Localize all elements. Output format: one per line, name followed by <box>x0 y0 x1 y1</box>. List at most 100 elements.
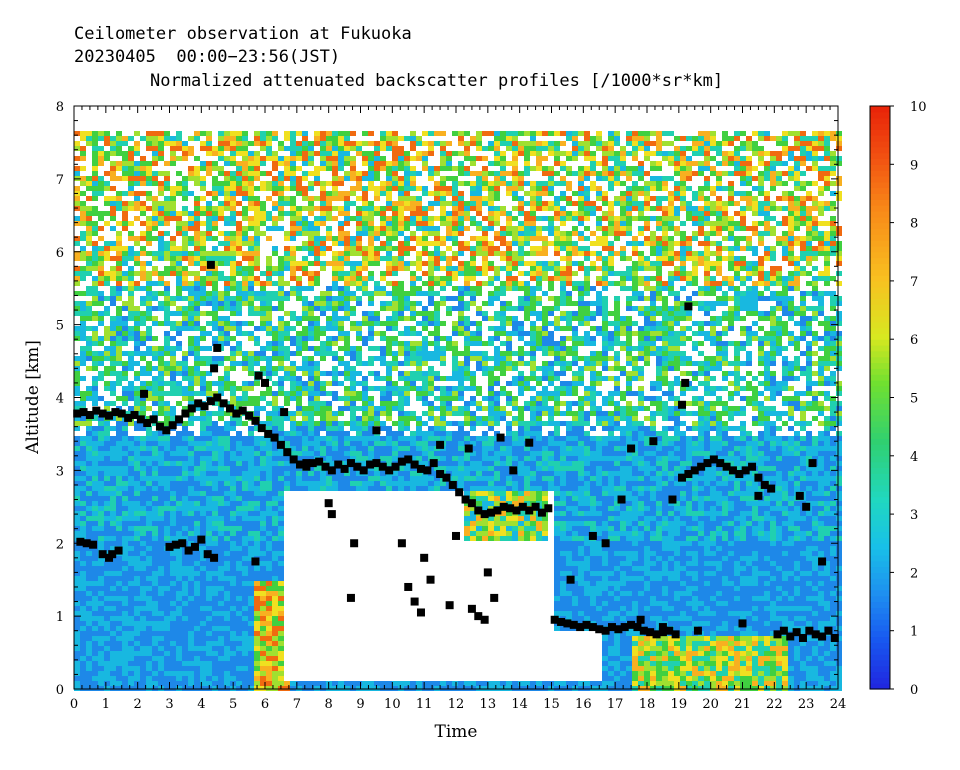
cloud-base-point <box>811 630 820 639</box>
cloud-base-point <box>327 466 336 475</box>
cloud-base-point <box>483 568 492 577</box>
cloud-base-point <box>808 459 817 468</box>
cloud-base-point <box>261 378 269 387</box>
cloud-base-point <box>773 630 782 639</box>
cloud-base-point <box>346 459 355 468</box>
colorbar-tick-label: 8 <box>910 217 918 232</box>
cloud-base-point <box>646 628 655 637</box>
cloud-base-point <box>509 466 518 475</box>
cloud-base-point <box>423 466 432 475</box>
cloud-base-point <box>818 632 827 641</box>
cloud-base-point <box>190 542 199 551</box>
y-tick-label: 4 <box>56 392 64 407</box>
chart-title-line-1: Ceilometer observation at Fukuoka <box>74 24 412 44</box>
cloud-base-point <box>416 464 425 473</box>
cloud-base-point <box>525 438 534 447</box>
cloud-base-point <box>818 557 827 566</box>
cloud-base-point <box>452 531 460 540</box>
x-tick-label: 14 <box>511 697 528 712</box>
cloud-base-point <box>165 542 174 551</box>
cloud-base-point <box>171 540 180 549</box>
cloud-base-point <box>197 535 206 544</box>
cloud-base-point <box>140 389 149 398</box>
cloud-base-point <box>525 506 534 515</box>
cloud-base-point <box>754 473 763 482</box>
cloud-base-point <box>474 506 483 515</box>
cloud-base-point <box>124 413 133 422</box>
cloud-base-point <box>792 628 801 637</box>
cloud-base-point <box>531 502 540 511</box>
colorbar-tick-label: 10 <box>910 100 927 115</box>
cloud-base-point <box>678 400 687 409</box>
cloud-base-point <box>245 411 254 420</box>
cloud-base-point <box>582 620 591 629</box>
cloud-base-point <box>588 623 597 632</box>
cloud-base-point <box>802 502 811 511</box>
x-tick-label: 9 <box>356 697 364 712</box>
cloud-base-point <box>690 466 699 475</box>
cloud-base-point <box>557 617 566 626</box>
cloud-base-point <box>420 553 429 562</box>
chart-title-line-2: 20230405 00:00−23:56(JST) <box>74 47 341 67</box>
cloud-base-point <box>213 343 222 352</box>
cloud-base-point <box>445 601 454 610</box>
x-tick-label: 20 <box>702 697 719 712</box>
colorbar-tick-label: 9 <box>910 158 918 173</box>
cloud-base-point <box>550 615 559 624</box>
cloud-base-point <box>225 404 234 413</box>
cloud-base-point <box>143 419 152 428</box>
x-tick-label: 24 <box>830 697 847 712</box>
cloud-base-point <box>795 491 804 500</box>
cloud-base-point <box>117 409 126 418</box>
x-tick-label: 7 <box>293 697 301 712</box>
x-tick-label: 8 <box>325 697 333 712</box>
cloud-base-point <box>678 473 687 482</box>
cloud-base-point <box>85 410 94 419</box>
y-tick-label: 7 <box>56 173 64 188</box>
cloud-base-point <box>716 459 725 468</box>
cloud-base-point <box>703 459 712 468</box>
x-tick-label: 17 <box>607 697 624 712</box>
cloud-base-point <box>410 460 419 469</box>
cloud-base-point <box>652 630 661 639</box>
cloud-base-point <box>276 440 285 449</box>
cloud-base-point <box>372 459 381 468</box>
cloud-base-point <box>334 460 343 469</box>
cloud-base-point <box>480 510 489 519</box>
cloud-base-point <box>627 620 636 629</box>
cloud-base-point <box>448 480 457 489</box>
y-axis: 0 1 2 3 4 5 6 7 8 <box>56 100 838 698</box>
cloud-base-point <box>264 429 273 438</box>
cloud-base-point <box>385 466 394 475</box>
cloud-base-point <box>340 464 349 473</box>
cloud-base-point <box>257 424 266 433</box>
cloud-base-point <box>194 399 203 408</box>
cloud-base-point <box>693 626 702 635</box>
cloud-base-point <box>595 625 604 634</box>
cloud-base-point <box>79 408 88 417</box>
cloud-base-point <box>315 457 324 466</box>
cloud-base-point <box>499 502 508 511</box>
cloud-base-point <box>397 539 406 548</box>
cloud-base-point <box>760 480 769 489</box>
cloud-base-point <box>709 455 718 464</box>
cloud-base-point <box>569 620 578 629</box>
cloud-base-point <box>416 608 425 617</box>
cloud-base-point <box>175 415 184 424</box>
cloud-base-point <box>426 575 435 584</box>
x-tick-label: 19 <box>671 697 688 712</box>
cloud-base-point <box>372 426 381 435</box>
cloud-base-point <box>748 462 757 471</box>
cloud-base-point <box>254 371 263 380</box>
cloud-base-point <box>98 409 107 418</box>
cloud-base-point <box>455 488 464 497</box>
cloud-base-point <box>607 623 616 632</box>
cloud-base-point <box>620 623 629 632</box>
cloud-base-point <box>238 406 247 415</box>
cloud-base-point <box>805 626 814 635</box>
cloud-base-point <box>537 508 546 517</box>
cloud-base-point <box>779 626 788 635</box>
cloud-base-point <box>442 473 451 482</box>
x-tick-label: 12 <box>448 697 465 712</box>
cloud-base-point <box>410 597 419 606</box>
